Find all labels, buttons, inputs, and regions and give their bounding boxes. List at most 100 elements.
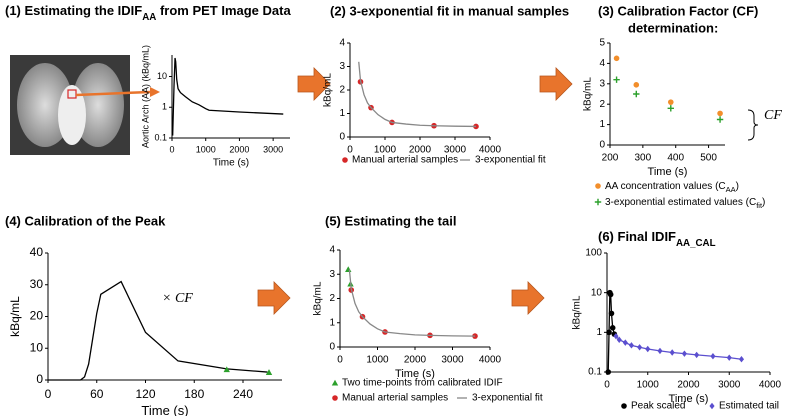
legend-marker [594,198,602,206]
x-axis-label: Time (s) [395,368,435,380]
x-tick-label: 2000 [409,145,432,156]
y-tick-label: 30 [30,277,44,291]
y-tick-label: 40 [30,245,44,259]
text-part: (1) Estimating the IDIF [5,3,142,18]
data-point [613,76,620,83]
data-point [472,333,478,339]
y-tick-label: 20 [30,309,44,323]
legend-marker [621,403,627,409]
data-point [667,105,674,112]
data-point [622,339,628,346]
x-axis-label: Time (s) [141,403,188,416]
y-tick-label: 0 [329,342,335,353]
y-tick-label: 1 [596,327,602,338]
y-tick-label: 1 [339,108,345,119]
legend-label: Manual arterial samples [352,155,458,166]
data-point [613,55,620,62]
data-point [606,329,612,336]
data-point [694,351,700,359]
legend-label: 3-exponential estimated values (Cfit) [605,197,765,211]
legend-marker [332,395,338,401]
y-tick-label: 3 [339,61,345,72]
y-tick-label: 3 [329,269,335,280]
y-tick-label: 0 [599,140,605,151]
y-tick-label: 2 [599,99,605,110]
panel-title: (2) 3-exponential fit in manual samples [330,3,569,18]
data-point [726,354,732,361]
legend-label: 3-exponential fit [475,155,546,166]
data-point [633,82,640,88]
data-point [669,349,675,356]
data-point [609,325,616,331]
data-point [223,366,230,373]
series-line [172,57,284,136]
data-point [710,353,716,360]
data-point [345,266,352,272]
data-point [608,310,615,317]
x-tick-label: 1000 [366,355,389,366]
y-tick-label: 10 [591,287,603,298]
panel-subtitle: determination: [628,20,718,35]
x-tick-label: 3000 [441,355,464,366]
panel-title: (3) Calibration Factor (CF) [598,3,758,18]
x-tick-label: 120 [135,387,155,401]
y-axis-label: kBq/mL [323,73,334,107]
data-point [605,369,612,375]
subscript: AA [142,12,156,23]
text-part: 3-exponential estimated values (C [605,197,756,208]
x-tick-label: 1000 [374,145,397,156]
data-point [637,344,643,351]
data-point [645,345,651,353]
legend-label: Manual arterial samples [342,393,448,404]
y-tick-label: 3 [599,78,605,89]
series-line [358,61,477,128]
panel-title: (5) Estimating the tail [325,213,456,228]
x-tick-label: 0 [169,144,174,154]
text-part: AA concentration values (C [605,181,726,192]
data-point [716,116,724,123]
legend-label: 3-exponential fit [472,393,543,404]
legend-label: Estimated tail [719,401,779,412]
data-point [607,291,614,298]
series-line [48,280,268,381]
x-tick-label: 2000 [677,380,700,391]
x-tick-label: 200 [602,153,619,164]
panel-title: (1) Estimating the IDIFAA from PET Image… [5,3,291,23]
y-tick-label: 4 [599,58,605,69]
data-point [265,369,273,375]
x-tick-label: 0 [45,387,52,401]
data-point [738,356,745,363]
brace [747,109,759,141]
y-tick-label: 0.1 [588,367,602,378]
x-tick-label: 400 [667,153,684,164]
y-tick-label: 100 [585,248,602,259]
panel-title: (6) Final IDIFAA_CAL [598,229,716,249]
y-tick-label: 5 [599,38,605,49]
series-line [615,335,742,360]
y-tick-label: 10 [157,71,167,81]
data-point [681,350,687,357]
data-point [633,90,640,98]
y-tick-label: 1 [329,317,335,328]
y-tick-label: 1 [599,119,605,130]
y-tick-label: 2 [339,85,345,96]
y-tick-label: 0.1 [154,132,167,142]
x-tick-label: 4000 [759,380,782,391]
y-tick-label: 2 [329,293,335,304]
y-tick-label: 10 [30,340,44,354]
x-tick-label: 1000 [637,380,660,391]
data-point [717,110,723,117]
legend-marker [331,379,339,386]
x-tick-label: 300 [635,153,652,164]
y-axis-label: kBq/mL [8,296,22,337]
y-axis-label: kBq/mL [583,77,594,111]
x-tick-label: 2000 [229,144,249,154]
y-axis-label: kBq/mL [313,281,324,315]
y-tick-label: 4 [339,38,345,49]
x-tick-label: 0 [347,145,353,156]
x-tick-label: 240 [233,387,253,401]
x-tick-label: 500 [700,153,717,164]
data-point [667,99,674,105]
y-tick-label: 0 [36,372,43,386]
x-tick-label: 60 [90,387,104,401]
